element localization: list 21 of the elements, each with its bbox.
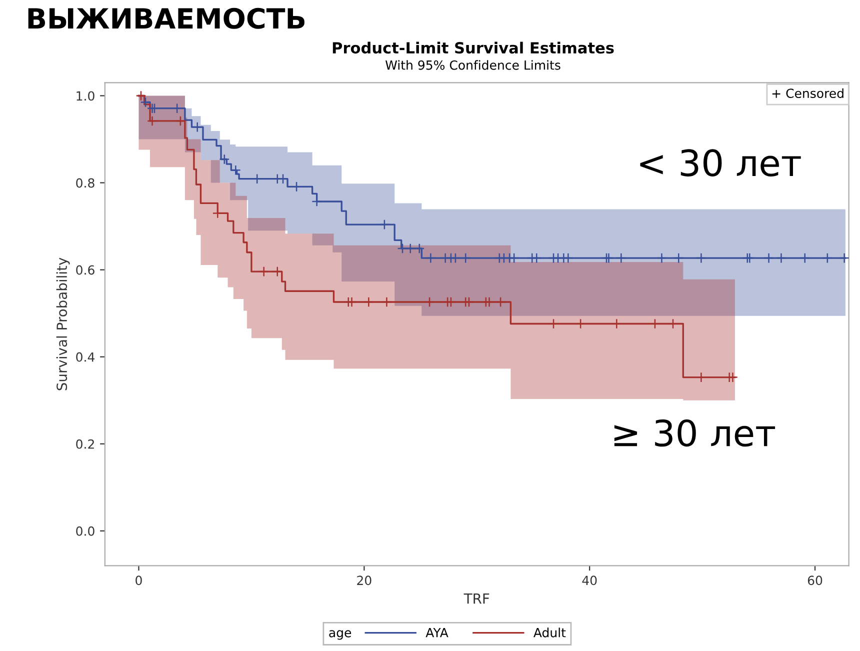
x-tick-label: 60 [808, 576, 822, 586]
annotation: < 30 лет [640, 149, 801, 176]
legend-label: AYA [426, 628, 448, 638]
y-axis-title: Survival Probability [56, 258, 70, 390]
y-tick-label: 0.4 [76, 352, 94, 362]
y-tick-label: 1.0 [76, 91, 94, 101]
y-tick-label: 0.0 [76, 526, 94, 536]
chart-subtitle: With 95% Confidence Limits [385, 60, 560, 70]
x-tick-label: 40 [582, 576, 597, 586]
y-tick-label: 0.2 [76, 439, 94, 449]
annotation: + Censored [772, 88, 844, 98]
x-tick-label: 0 [136, 576, 142, 586]
text: ВЫЖИВАЕМОСТЬ [28, 8, 304, 29]
legend-label: Adult [534, 628, 566, 638]
x-axis-title: TRF [464, 594, 490, 604]
y-tick-label: 0.6 [76, 265, 94, 275]
x-tick-label: 20 [357, 576, 372, 586]
y-tick-label: 0.8 [76, 178, 94, 188]
chart-title: Product-Limit Survival Estimates [332, 42, 614, 54]
annotation: ≥ 30 лет [614, 419, 776, 447]
legend-title: age [329, 630, 352, 640]
